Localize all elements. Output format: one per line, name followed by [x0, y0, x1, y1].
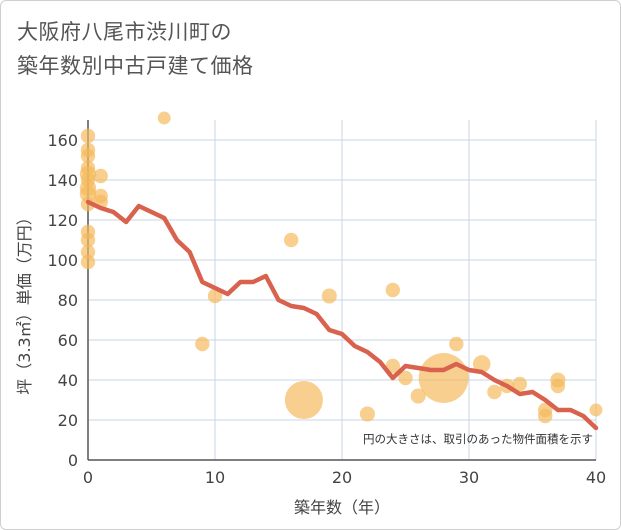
- data-bubble: [487, 384, 502, 400]
- data-bubble: [410, 388, 426, 404]
- trend-line: [85, 199, 599, 431]
- data-bubble: [207, 288, 223, 304]
- grid-lines: [88, 120, 597, 460]
- y-tick-label: 160: [47, 131, 78, 150]
- data-bubble: [195, 336, 210, 352]
- y-tick-label: 80: [58, 291, 78, 310]
- data-bubble: [80, 148, 96, 164]
- chart-title: 大阪府八尾市渋川町の 築年数別中古戸建て価格: [17, 15, 254, 83]
- data-bubble: [321, 288, 337, 304]
- x-tick-label: 30: [459, 468, 479, 487]
- y-tick-label: 0: [68, 451, 78, 470]
- y-axis-title: 坪（3.3㎡）単価（万円）: [15, 209, 34, 394]
- data-bubble: [359, 406, 375, 422]
- y-tick-label: 60: [58, 331, 78, 350]
- data-bubble: [472, 355, 491, 373]
- data-bubble: [512, 376, 527, 392]
- x-tick-label: 10: [205, 468, 225, 487]
- x-tick-label: 20: [332, 468, 352, 487]
- y-tick-label: 140: [47, 171, 78, 190]
- data-bubble: [93, 168, 108, 184]
- data-bubble: [284, 232, 299, 248]
- chart-title-line2: 築年数別中古戸建て価格: [17, 54, 254, 78]
- bubble-series: [79, 111, 603, 424]
- y-tick-label: 40: [58, 371, 78, 390]
- x-tick-label: 40: [586, 468, 606, 487]
- data-bubble: [398, 370, 413, 386]
- data-bubble: [385, 358, 400, 374]
- data-bubble: [385, 282, 400, 298]
- data-bubble: [157, 111, 171, 125]
- x-tick-label: 0: [83, 468, 93, 487]
- x-axis-title: 築年数（年）: [294, 498, 390, 517]
- tick-labels: 0 20 40 60 80 100 120 140 160 0 10 20 30 40: [47, 131, 606, 487]
- chart-title-line1: 大阪府八尾市渋川町の: [17, 20, 232, 44]
- data-bubble: [80, 128, 96, 144]
- trend-series: [85, 199, 599, 431]
- y-tick-label: 120: [47, 211, 78, 230]
- data-bubble: [449, 336, 464, 352]
- data-bubble: [284, 380, 323, 420]
- data-bubble: [80, 254, 96, 270]
- y-tick-label: 20: [58, 411, 78, 430]
- data-bubble: [80, 244, 96, 260]
- data-bubble: [418, 353, 469, 403]
- data-bubble: [550, 378, 566, 394]
- data-bubble: [80, 232, 96, 248]
- data-bubble: [589, 403, 603, 417]
- y-tick-label: 100: [47, 251, 78, 270]
- data-bubble: [538, 408, 553, 424]
- size-note: 円の大きさは、取引のあった物件面積を示す: [363, 432, 593, 446]
